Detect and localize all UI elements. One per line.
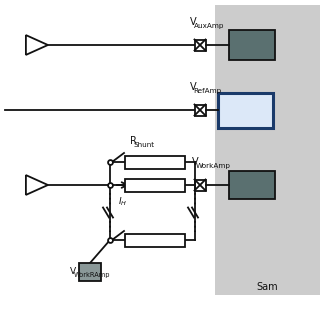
Text: V: V [70,267,76,276]
Bar [125,234,185,246]
Bar [229,30,275,60]
Text: WorkRAmp: WorkRAmp [73,271,110,277]
Bar [218,92,273,127]
Text: R: R [130,136,137,146]
Bar [195,105,205,116]
Bar [229,171,275,199]
Text: AuxAmp: AuxAmp [194,22,224,28]
Text: V: V [192,157,199,167]
Bar [215,5,320,295]
Bar [195,180,205,190]
Text: Shunt: Shunt [134,141,155,148]
Text: RefAmp: RefAmp [194,87,222,93]
Text: Sam: Sam [257,282,278,292]
Bar [125,179,185,191]
Text: $I_H$: $I_H$ [118,195,127,207]
Bar [195,39,205,51]
Text: WorkAmp: WorkAmp [196,163,231,169]
Text: V: V [190,82,196,92]
Bar [79,263,101,281]
Bar [125,156,185,169]
Text: V: V [190,17,196,27]
